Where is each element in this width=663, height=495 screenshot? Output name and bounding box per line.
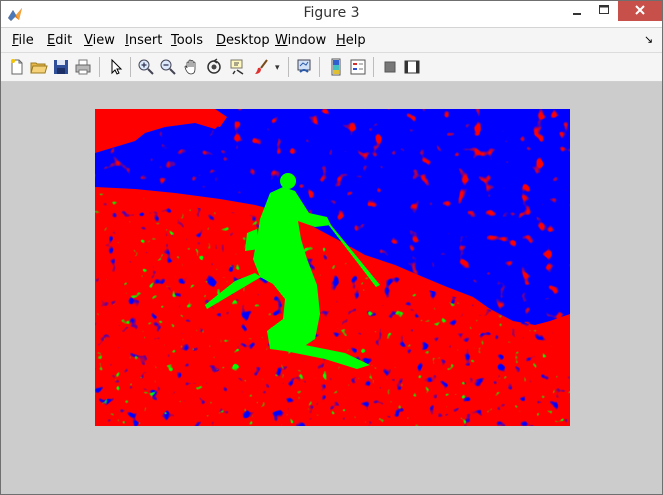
toolbar-separator: [373, 57, 374, 77]
minimize-button[interactable]: [564, 1, 590, 21]
menu-tools[interactable]: Tools: [171, 33, 204, 48]
show-plot-tools-icon[interactable]: [403, 58, 421, 76]
menu-desktop[interactable]: Desktop: [216, 33, 270, 48]
minimize-icon: [573, 13, 581, 15]
edit-plot-icon[interactable]: [107, 58, 125, 76]
menu-help[interactable]: Help: [336, 33, 366, 48]
link-plot-icon[interactable]: [295, 58, 313, 76]
brush-icon[interactable]: [253, 58, 271, 76]
dock-figure-icon[interactable]: ↘: [644, 34, 654, 46]
toolbar-separator: [99, 57, 100, 77]
rotate-3d-icon[interactable]: [205, 58, 223, 76]
matlab-logo-icon: [8, 8, 22, 21]
menu-edit[interactable]: Edit: [47, 33, 73, 48]
toolbar-separator: [288, 57, 289, 77]
insert-legend-icon[interactable]: [349, 58, 367, 76]
hide-plot-tools-icon[interactable]: [381, 58, 399, 76]
zoom-out-icon[interactable]: [159, 58, 177, 76]
menu-insert[interactable]: Insert: [125, 33, 163, 48]
brush-dropdown-icon[interactable]: ▾: [275, 62, 280, 72]
menu-file[interactable]: File: [12, 33, 34, 48]
menu-view[interactable]: View: [84, 33, 115, 48]
data-cursor-icon[interactable]: [229, 58, 247, 76]
maximize-button[interactable]: [591, 1, 617, 21]
close-button[interactable]: [618, 1, 662, 21]
segmented-image-axes[interactable]: [95, 109, 570, 426]
window-title: Figure 3: [303, 5, 360, 21]
insert-colorbar-icon[interactable]: [327, 58, 345, 76]
new-figure-icon[interactable]: [8, 58, 26, 76]
print-figure-icon[interactable]: [74, 58, 92, 76]
segment-green-skier: [205, 173, 380, 369]
maximize-icon: [599, 5, 609, 14]
save-figure-icon[interactable]: [52, 58, 70, 76]
title-bar[interactable]: Figure 3: [1, 1, 662, 27]
toolbar-separator: [130, 57, 131, 77]
figure-toolbar: ▾: [1, 53, 662, 82]
menu-window[interactable]: Window: [275, 33, 327, 48]
toolbar-separator: [319, 57, 320, 77]
close-icon: [635, 5, 645, 15]
zoom-in-icon[interactable]: [137, 58, 155, 76]
menu-bar: File Edit View Insert Tools Desktop Wind…: [1, 28, 662, 53]
pan-icon[interactable]: [182, 58, 200, 76]
open-file-icon[interactable]: [30, 58, 48, 76]
